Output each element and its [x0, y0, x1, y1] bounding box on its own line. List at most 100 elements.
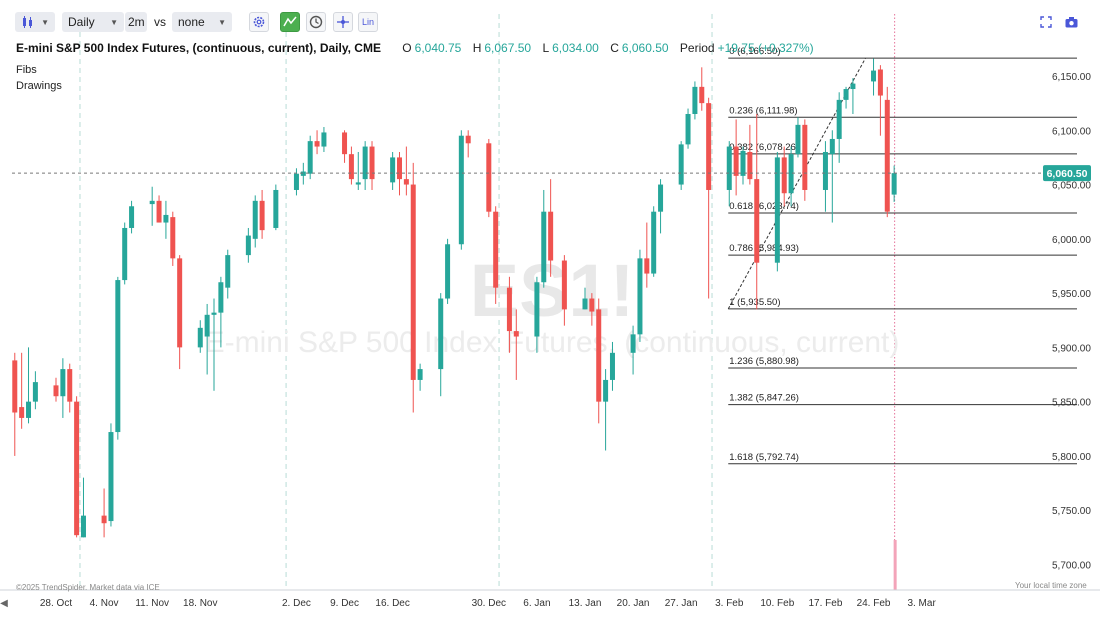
candle-body — [788, 154, 794, 194]
candle-body — [170, 217, 176, 259]
x-tick-label: 28. Oct — [40, 598, 72, 609]
candle-body — [307, 141, 313, 174]
candle-body — [115, 280, 121, 433]
high-value: 6,067.50 — [484, 41, 532, 55]
candle-body — [829, 138, 835, 155]
settings-button[interactable] — [249, 12, 269, 32]
candle-body — [548, 211, 554, 261]
copyright-text: ©2025 TrendSpider. Market data via ICE — [16, 583, 160, 592]
y-tick-label: 6,150.00 — [1052, 72, 1091, 83]
candle-body — [19, 407, 25, 418]
candle-body — [747, 151, 753, 180]
y-tick-label: 6,100.00 — [1052, 126, 1091, 137]
candle-body — [541, 211, 547, 283]
x-tick-label: 17. Feb — [808, 598, 842, 609]
x-tick-label: 6. Jan — [523, 598, 550, 609]
candle-body — [348, 154, 354, 180]
candle-body — [362, 146, 368, 180]
candle-body — [177, 258, 183, 348]
drawings-toggle[interactable]: Drawings — [16, 80, 62, 92]
scale-label: Lin — [361, 17, 374, 27]
candle-body — [706, 103, 712, 190]
candle-body — [321, 132, 327, 147]
candle-body — [603, 379, 609, 402]
candle-body — [438, 298, 444, 370]
candle-body — [699, 86, 705, 104]
fullscreen-button[interactable] — [1040, 12, 1054, 32]
chart-type-button[interactable]: ▼ — [15, 12, 55, 32]
candle-body — [60, 369, 66, 397]
x-tick-label: 27. Jan — [665, 598, 698, 609]
candle-body — [726, 146, 732, 190]
candle-body — [342, 132, 348, 155]
candle-body — [417, 369, 423, 380]
fib-retracement[interactable]: 0 (6,166.50) 0.236 (6,111.98) 0.382 (6,078… — [727, 46, 1077, 465]
candle-body — [12, 360, 18, 413]
candle-body — [644, 258, 650, 274]
close-label: C — [610, 41, 619, 55]
snapshot-button[interactable] — [1065, 12, 1079, 32]
y-tick-label: 5,800.00 — [1052, 452, 1091, 463]
interval-select[interactable]: Daily ▼ — [62, 12, 124, 32]
compare-value: none — [178, 15, 205, 29]
candle-body — [658, 184, 664, 212]
y-axis: 6,150.00 6,100.00 6,050.00 6,000.00 5,950.00… — [1052, 72, 1091, 571]
x-tick-label: 16. Dec — [375, 598, 409, 609]
candle-body — [596, 309, 602, 402]
crosshair-button[interactable] — [333, 12, 353, 32]
watermark-name: E-mini S&P 500 Index Futures, (continuou… — [205, 326, 900, 359]
y-tick-label: 5,950.00 — [1052, 289, 1091, 300]
candle-body — [486, 143, 492, 212]
candle-body — [678, 144, 684, 185]
candle-body — [218, 282, 224, 313]
x-tick-label: 11. Nov — [135, 598, 169, 609]
candle-body — [211, 312, 217, 315]
candle-body — [506, 287, 512, 332]
chevron-down-icon: ▼ — [110, 17, 118, 27]
candle-body — [80, 515, 86, 538]
candle-body — [129, 206, 135, 228]
candle-body — [630, 334, 636, 353]
crosshair-icon — [337, 16, 349, 28]
candle-body — [273, 189, 279, 228]
range-value: 2m — [128, 15, 145, 29]
fib-level-label: 1.236 (5,880.98) — [729, 356, 799, 367]
close-value: 6,060.50 — [621, 41, 669, 55]
candle-body — [891, 173, 897, 195]
candle-body — [877, 69, 883, 96]
candle-body — [390, 157, 396, 183]
fib-level-label: 0 (6,166.50) — [729, 46, 780, 57]
interval-value: Daily — [68, 15, 95, 29]
auto-trendlines-button[interactable] — [280, 12, 300, 32]
toolbar: ▼ Daily ▼ 2m vs none ▼ Lin — [0, 0, 1100, 40]
candle-body — [637, 258, 643, 335]
y-tick-label: 6,000.00 — [1052, 235, 1091, 246]
scale-button[interactable]: Lin — [358, 12, 378, 32]
y-tick-label: 5,700.00 — [1052, 560, 1091, 571]
last-price-marker: 6,060.50 — [12, 165, 1091, 182]
x-tick-label: 2. Dec — [282, 598, 311, 609]
period-value: +19.75 (+0.327%) — [717, 41, 814, 55]
time-button[interactable] — [306, 12, 326, 32]
clock-icon — [309, 15, 323, 29]
timezone-label[interactable]: Your local time zone — [1015, 581, 1087, 590]
period-label: Period — [679, 41, 715, 55]
ohlc-header: E-mini S&P 500 Index Futures, (continuou… — [16, 41, 814, 55]
gear-icon — [253, 16, 265, 28]
candle-body — [293, 173, 299, 190]
fib-level-label: 1.618 (5,792.74) — [729, 452, 799, 463]
candle-body — [53, 385, 59, 397]
candle-body — [609, 352, 615, 380]
compare-select[interactable]: none ▼ — [172, 12, 232, 32]
candle-body — [774, 157, 780, 263]
fibs-toggle[interactable]: Fibs — [16, 64, 37, 76]
fib-level-label: 1.382 (5,847.26) — [729, 393, 799, 404]
open-value: 6,040.75 — [414, 41, 462, 55]
candle-body — [74, 401, 80, 536]
x-tick-label: 3. Feb — [715, 598, 744, 609]
vs-label: vs — [154, 15, 166, 29]
candle-body — [582, 298, 588, 310]
range-button[interactable]: 2m — [125, 12, 147, 32]
volume-stub — [893, 540, 897, 590]
